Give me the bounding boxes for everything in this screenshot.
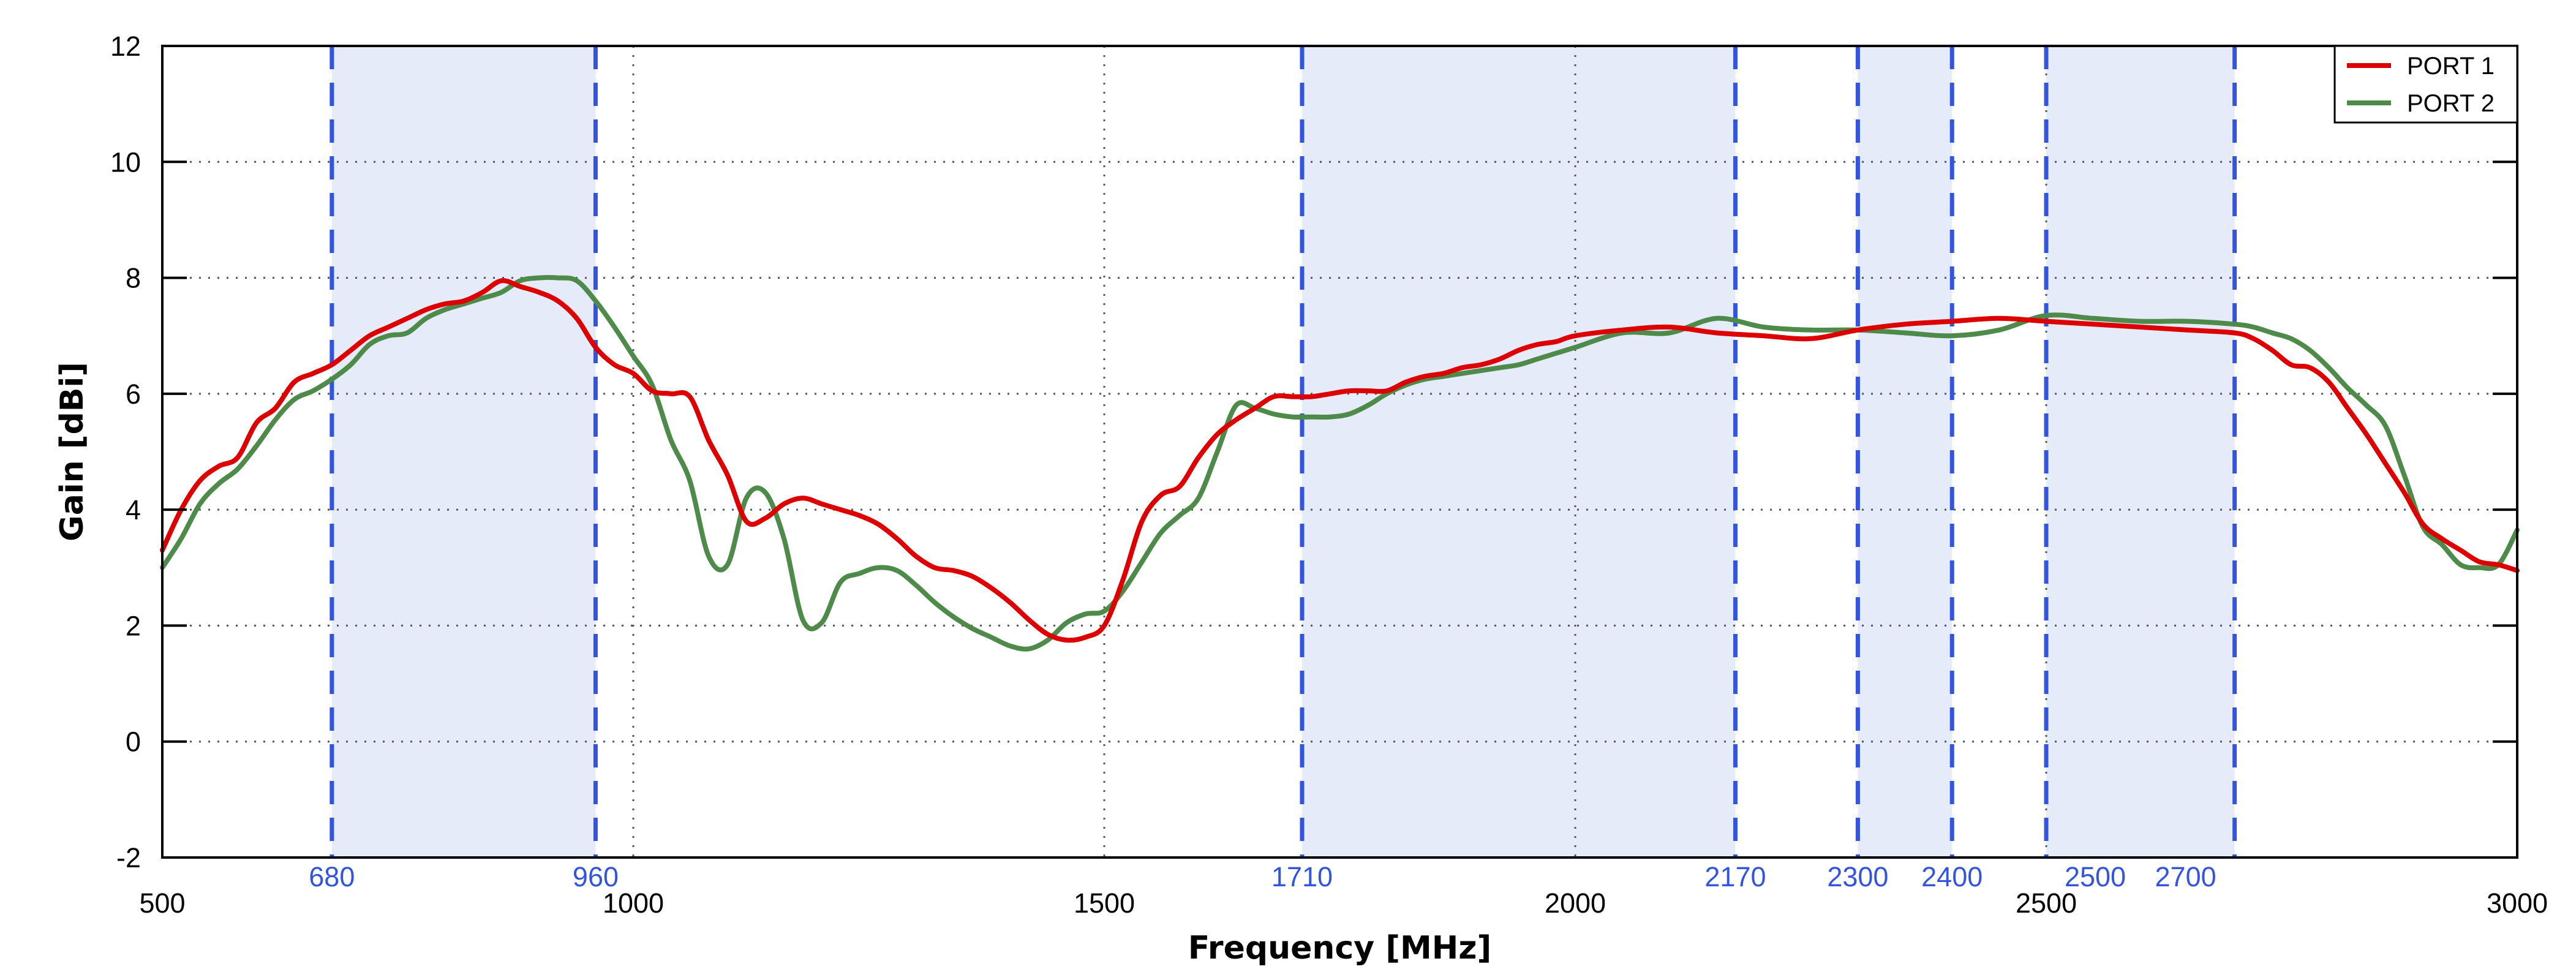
x-tick-labels: 500 1000 1500 2000 2500 3000 <box>139 888 2548 919</box>
series-line-port-1 <box>160 278 2520 643</box>
band-tick-labels: 680 960 1710 2170 2300 2400 2500 2700 <box>309 861 2216 892</box>
band-edge-lines <box>330 46 2237 858</box>
y-tick-label: 12 <box>110 31 141 62</box>
x-tick-label: 500 <box>139 888 185 919</box>
band-tick-label: 2170 <box>1704 861 1766 892</box>
band-region-2 <box>1858 46 1953 858</box>
band-tick-label: 2400 <box>1921 861 1983 892</box>
y-tick-label: 10 <box>110 146 141 178</box>
band-tick-label: 2500 <box>2065 861 2126 892</box>
legend-box <box>2333 45 2518 124</box>
y-tick-label: 8 <box>126 263 141 294</box>
y-tick-labels: -2 0 2 4 6 8 10 12 <box>110 31 2517 873</box>
x-tick-label: 2000 <box>1545 888 1606 919</box>
legend-label: PORT 1 <box>2407 53 2495 80</box>
x-tick-label: 3000 <box>2487 888 2548 919</box>
series-line-port-2 <box>160 275 2520 652</box>
series-lines <box>160 275 2520 652</box>
band-tick-label: 1710 <box>1271 861 1333 892</box>
band-tick-label: 960 <box>573 861 619 892</box>
y-tick-label: -2 <box>116 842 141 873</box>
y-tick-label: 4 <box>126 494 141 526</box>
band-region-0 <box>331 46 596 858</box>
legend-label: PORT 2 <box>2407 90 2495 117</box>
x-tick-label: 2500 <box>2016 888 2077 919</box>
band-region-1 <box>1301 46 1736 858</box>
frequency-bands <box>331 46 2235 858</box>
y-tick-label: 6 <box>126 379 141 410</box>
band-tick-label: 2300 <box>1827 861 1888 892</box>
band-tick-label: 2700 <box>2155 861 2216 892</box>
y-tick-label: 2 <box>126 610 141 641</box>
y-axis-label: Gain [dBi] <box>54 362 91 541</box>
y-tick-label: 0 <box>126 726 141 758</box>
band-tick-label: 680 <box>309 861 355 892</box>
plot-frame <box>161 45 2518 859</box>
x-axis-label: Frequency [MHz] <box>1188 930 1492 967</box>
band-region-3 <box>2046 46 2235 858</box>
x-tick-label: 1500 <box>1074 888 1135 919</box>
x-tick-label: 1000 <box>603 888 664 919</box>
legend: PORT 1 PORT 2 <box>2333 45 2518 124</box>
